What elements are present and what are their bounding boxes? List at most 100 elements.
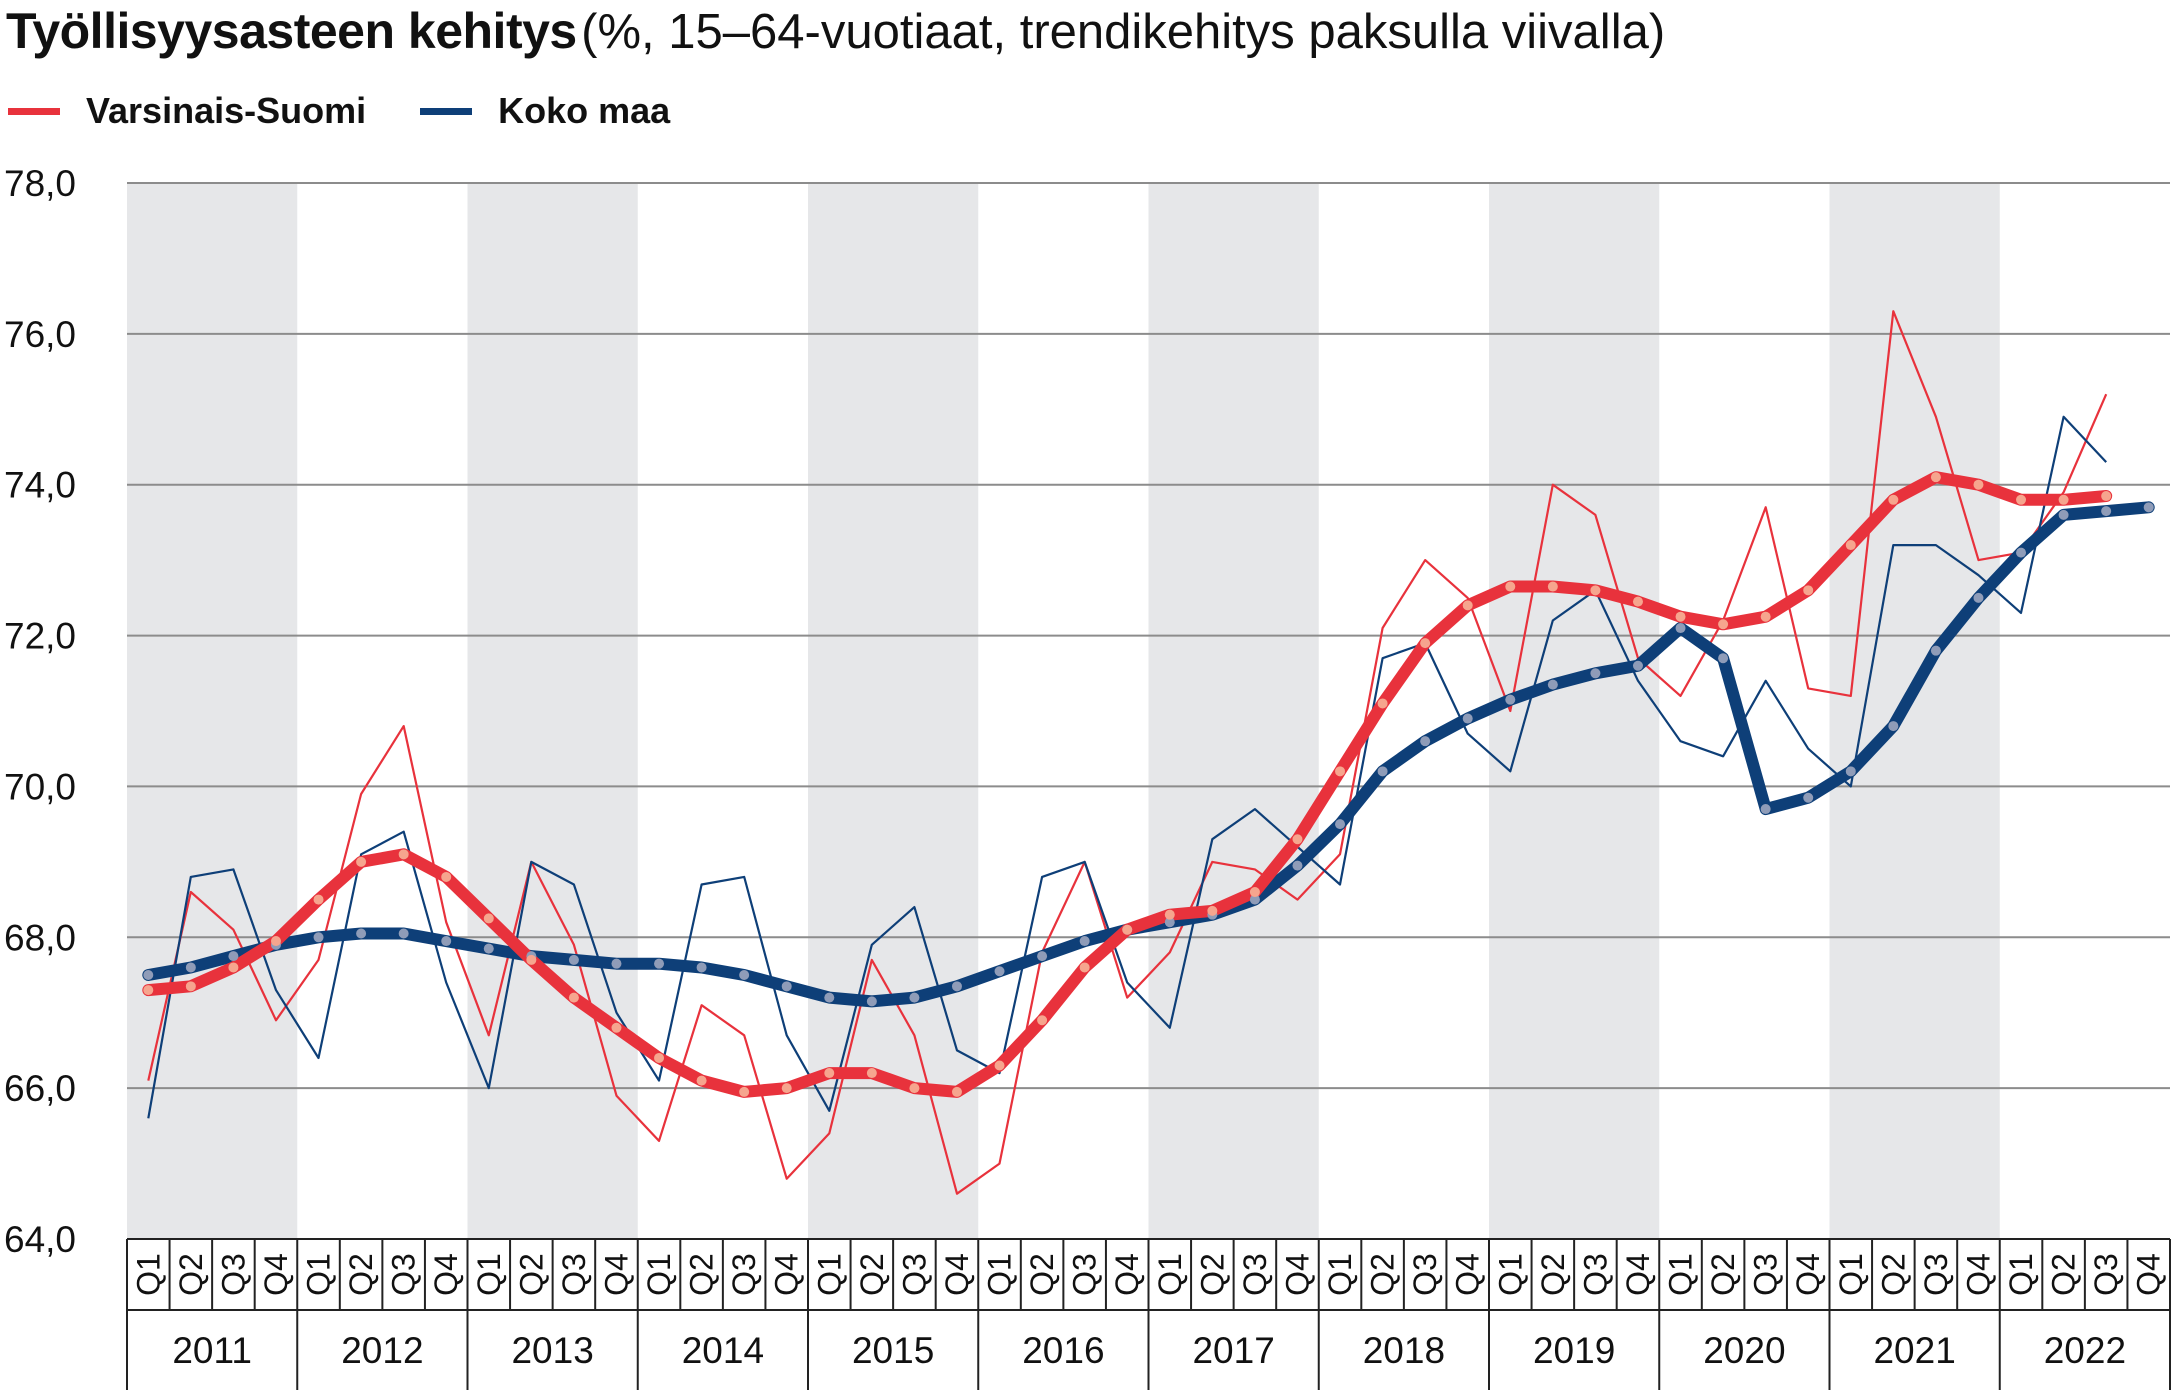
data-point <box>696 1075 707 1086</box>
x-tick-label-quarter: Q3 <box>386 1253 422 1296</box>
x-tick-label-year: 2011 <box>172 1330 252 1371</box>
x-tick-label-quarter: Q3 <box>726 1253 762 1296</box>
data-point <box>1335 819 1346 830</box>
data-point <box>143 985 154 996</box>
data-point <box>1930 645 1941 656</box>
x-tick-label-quarter: Q4 <box>598 1253 634 1296</box>
y-tick-label: 70,0 <box>4 766 76 807</box>
data-point <box>1505 581 1516 592</box>
data-point <box>866 996 877 1007</box>
data-point <box>228 951 239 962</box>
data-point <box>1420 638 1431 649</box>
data-point <box>1547 581 1558 592</box>
legend-label-koko-maa: Koko maa <box>498 90 671 131</box>
data-point <box>1845 540 1856 551</box>
data-point <box>1122 924 1133 935</box>
x-tick-label-quarter: Q4 <box>1790 1253 1826 1296</box>
data-point <box>781 981 792 992</box>
y-gridlines <box>127 182 2170 1240</box>
data-point <box>526 954 537 965</box>
x-tick-label-quarter: Q2 <box>1194 1253 1230 1296</box>
x-tick-label-quarter: Q1 <box>1833 1253 1869 1296</box>
data-point <box>1249 887 1260 898</box>
data-point <box>1845 766 1856 777</box>
data-point <box>398 849 409 860</box>
year-band-2017 <box>1148 183 1319 1239</box>
data-point <box>1632 596 1643 607</box>
data-point <box>994 1060 1005 1071</box>
x-tick-label-quarter: Q3 <box>896 1253 932 1296</box>
legend-item-varsinais-suomi: Varsinais-Suomi <box>8 90 366 132</box>
year-band-2015 <box>808 183 979 1239</box>
year-band-2021 <box>1829 183 2000 1239</box>
data-point <box>1888 721 1899 732</box>
legend-swatch-koko-maa <box>420 107 473 115</box>
x-tick-label-quarter: Q1 <box>2003 1253 2039 1296</box>
data-point <box>2058 509 2069 520</box>
y-tick-label: 64,0 <box>4 1219 76 1260</box>
data-point <box>654 1052 665 1063</box>
x-tick-label-quarter: Q1 <box>982 1253 1018 1296</box>
data-point <box>2101 491 2112 502</box>
y-tick-label: 72,0 <box>4 616 76 657</box>
x-tick-label-year: 2016 <box>1022 1330 1104 1371</box>
data-point <box>1377 766 1388 777</box>
data-point <box>824 992 835 1003</box>
data-point <box>441 871 452 882</box>
y-tick-label: 68,0 <box>4 917 76 958</box>
y-tick-label: 78,0 <box>4 163 76 204</box>
data-point <box>1590 585 1601 596</box>
x-tick-label-quarter: Q4 <box>1450 1253 1486 1296</box>
data-point <box>2143 502 2154 513</box>
data-point <box>824 1068 835 1079</box>
y-axis-ticks: 64,0 66,0 68,0 70,0 72,0 74,0 76,0 78,0 <box>4 163 76 1260</box>
x-tick-label-quarter: Q3 <box>1918 1253 1954 1296</box>
data-point <box>951 1086 962 1097</box>
data-point <box>1505 694 1516 705</box>
data-point <box>1930 472 1941 483</box>
data-point <box>398 928 409 939</box>
data-point <box>1675 623 1686 634</box>
x-tick-label-quarter: Q3 <box>556 1253 592 1296</box>
x-tick-label-quarter: Q1 <box>811 1253 847 1296</box>
x-tick-label-quarter: Q4 <box>1109 1253 1145 1296</box>
x-tick-label-quarter: Q3 <box>1748 1253 1784 1296</box>
data-point <box>781 1083 792 1094</box>
x-tick-label-quarter: Q4 <box>1279 1253 1315 1296</box>
x-tick-label-quarter: Q4 <box>2131 1253 2167 1296</box>
data-point <box>1760 804 1771 815</box>
data-point <box>1164 917 1175 928</box>
data-point <box>483 943 494 954</box>
x-tick-label-quarter: Q1 <box>1663 1253 1699 1296</box>
x-tick-label-year: 2020 <box>1703 1330 1785 1371</box>
data-point <box>1292 860 1303 871</box>
x-tick-label-quarter: Q1 <box>641 1253 677 1296</box>
x-tick-label-quarter: Q1 <box>1492 1253 1528 1296</box>
data-point <box>2058 494 2069 505</box>
y-tick-label: 76,0 <box>4 314 76 355</box>
chart-header: Työllisyysasteen kehitys (%, 15–64-vuoti… <box>6 2 1665 60</box>
data-point <box>739 1086 750 1097</box>
x-tick-label-quarter: Q2 <box>513 1253 549 1296</box>
data-point <box>1079 962 1090 973</box>
chart-subtitle: (%, 15–64-vuotiaat, trendikehitys paksul… <box>581 5 1666 59</box>
data-point <box>1037 1015 1048 1026</box>
x-tick-label-year: 2012 <box>341 1330 423 1371</box>
x-tick-label-year: 2021 <box>1873 1330 1955 1371</box>
data-point <box>739 970 750 980</box>
y-tick-label: 66,0 <box>4 1068 76 1109</box>
data-point <box>1888 494 1899 505</box>
data-point <box>1462 713 1473 724</box>
data-point <box>909 1083 920 1094</box>
x-tick-label-quarter: Q2 <box>1875 1253 1911 1296</box>
data-point <box>185 962 196 973</box>
data-point <box>1335 766 1346 777</box>
x-tick-label-quarter: Q2 <box>684 1253 720 1296</box>
data-point <box>1547 679 1558 690</box>
x-axis: Q1 Q2 Q3 Q4 Q1 Q2 Q3 Q4 Q1 Q2 Q3 Q4 Q1 Q2 Q3 Q4 Q1 Q2 Q3 Q4… <box>126 1238 2171 1390</box>
year-band-2019 <box>1489 183 1660 1239</box>
data-point <box>1037 951 1048 962</box>
x-tick-label-quarter: Q2 <box>854 1253 890 1296</box>
data-point <box>185 981 196 992</box>
data-point <box>1164 909 1175 920</box>
